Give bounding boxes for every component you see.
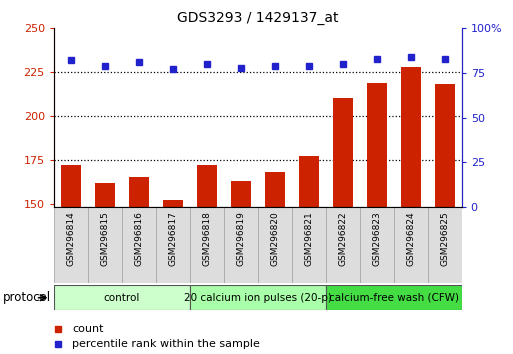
Bar (224, 207, 258, 283)
Text: count: count (72, 324, 104, 334)
Bar (190, 285, 326, 310)
Bar (88, 207, 122, 283)
Text: GSM296815: GSM296815 (101, 211, 109, 266)
Text: GSM296818: GSM296818 (202, 211, 211, 266)
Bar (196, 165, 217, 207)
Text: calcium-free wash (CFW): calcium-free wash (CFW) (329, 293, 459, 303)
Bar (94, 183, 115, 207)
Text: percentile rank within the sample: percentile rank within the sample (72, 339, 260, 349)
Title: GDS3293 / 1429137_at: GDS3293 / 1429137_at (177, 11, 339, 24)
Bar (258, 207, 292, 283)
Text: GSM296814: GSM296814 (66, 211, 75, 266)
Text: GSM296821: GSM296821 (304, 211, 313, 266)
Bar (366, 82, 387, 207)
Bar (326, 285, 462, 310)
Bar (360, 207, 394, 283)
Text: GSM296816: GSM296816 (134, 211, 143, 266)
Bar (428, 207, 462, 283)
Bar (230, 181, 251, 207)
Bar (61, 165, 81, 207)
Bar (393, 207, 428, 283)
Bar (332, 98, 353, 207)
Text: GSM296819: GSM296819 (236, 211, 245, 266)
Text: 20 calcium ion pulses (20-p): 20 calcium ion pulses (20-p) (184, 293, 332, 303)
Bar (163, 200, 183, 207)
Bar (190, 207, 224, 283)
Bar (129, 177, 149, 207)
Bar (435, 84, 455, 207)
Text: protocol: protocol (3, 291, 51, 304)
Text: GSM296822: GSM296822 (338, 211, 347, 266)
Text: GSM296824: GSM296824 (406, 211, 415, 266)
Bar (326, 207, 360, 283)
Text: GSM296825: GSM296825 (440, 211, 449, 266)
Bar (54, 207, 88, 283)
Bar (54, 285, 190, 310)
Text: control: control (104, 293, 140, 303)
Text: GSM296820: GSM296820 (270, 211, 279, 266)
Bar (299, 156, 319, 207)
Text: GSM296823: GSM296823 (372, 211, 381, 266)
Bar (156, 207, 190, 283)
Bar (265, 172, 285, 207)
Bar (122, 207, 156, 283)
Bar (401, 67, 421, 207)
Text: GSM296817: GSM296817 (168, 211, 177, 266)
Bar (292, 207, 326, 283)
